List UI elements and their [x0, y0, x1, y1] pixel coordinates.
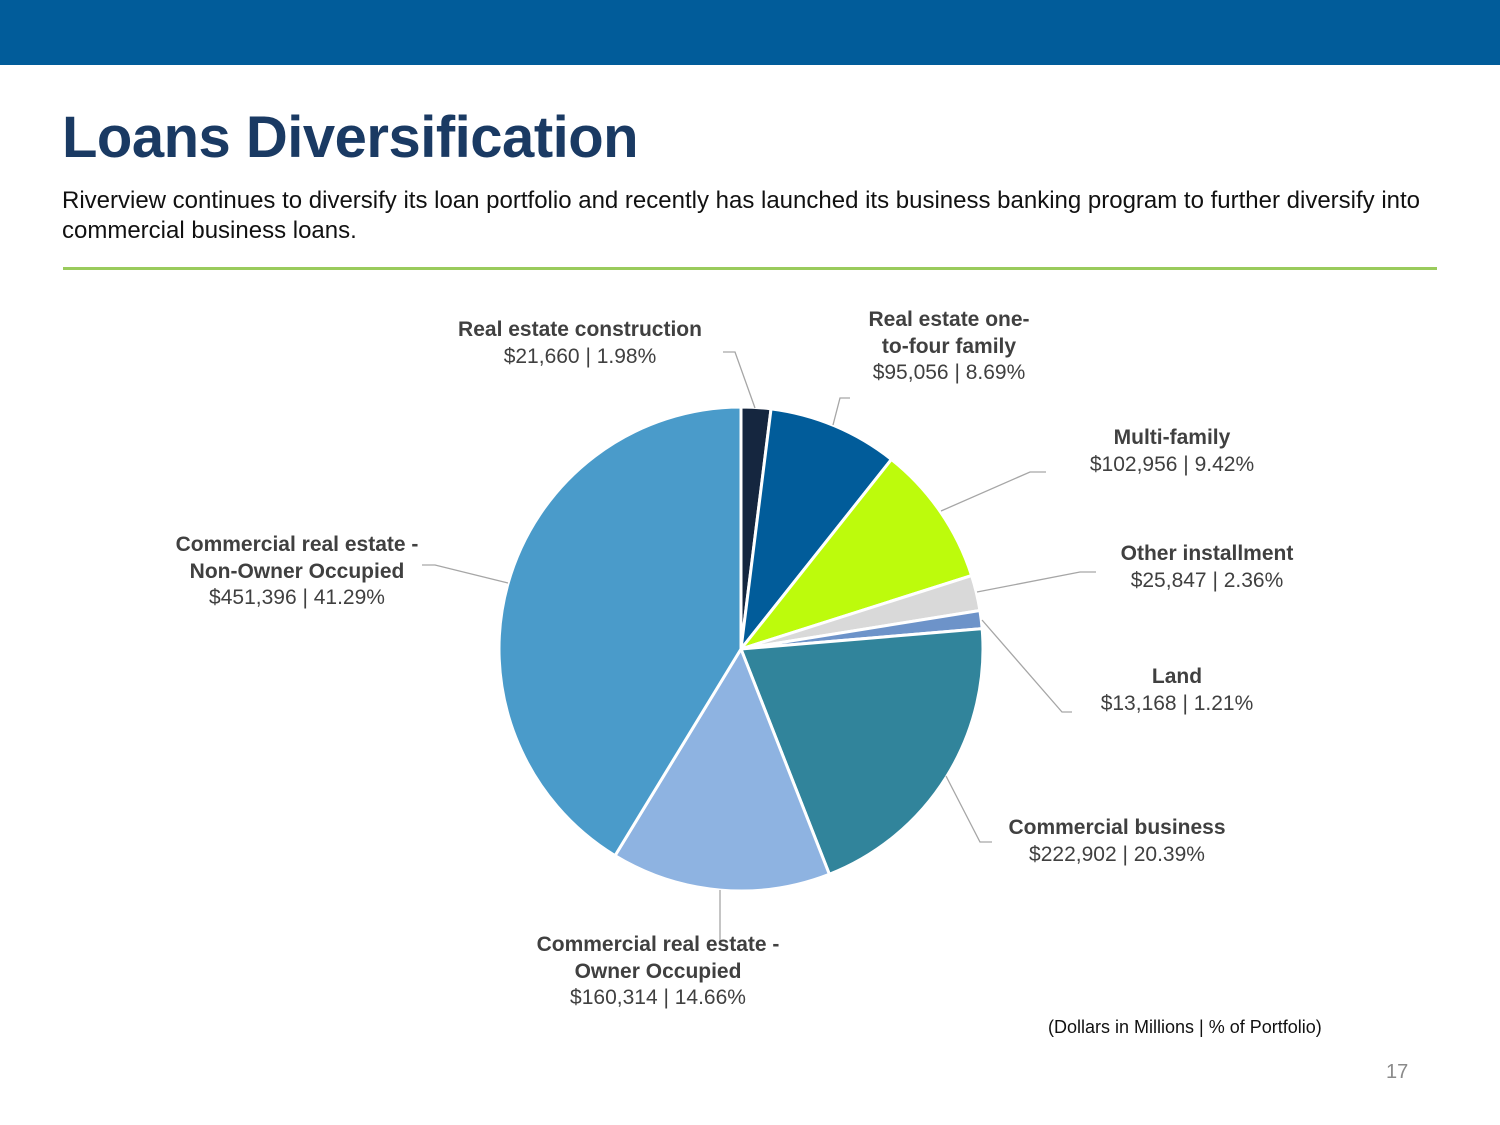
pie-slices	[497, 405, 985, 893]
leader-lines	[422, 351, 1096, 942]
leader-line	[422, 564, 509, 584]
leader-line	[945, 775, 992, 843]
leader-line	[981, 619, 1072, 713]
slice-label: Land $13,168 | 1.21%	[957, 664, 1397, 717]
pie-slice	[497, 405, 743, 858]
leader-line	[940, 471, 1046, 512]
slice-label-name: Real estate one- to-four family	[868, 308, 1030, 358]
page-title: Loans Diversification	[62, 105, 639, 170]
leader-line	[976, 571, 1096, 593]
slice-label-name: Real estate construction	[458, 318, 702, 341]
slice-label-name: Commercial real estate - Non-Owner Occup…	[175, 533, 419, 583]
slice-label-value: $95,056 | 8.69%	[872, 361, 1026, 384]
slice-label-name: Land	[1151, 665, 1203, 688]
chart-footnote: (Dollars in Millions | % of Portfolio)	[1048, 1017, 1322, 1037]
slice-label-name: Multi-family	[1113, 426, 1231, 449]
leader-line	[832, 397, 850, 426]
slice-label-value: $222,902 | 20.39%	[1029, 842, 1205, 866]
slice-label-value: $160,314 | 14.66%	[570, 986, 746, 1009]
slice-label: Real estate construction $21,660 | 1.98%	[360, 317, 800, 370]
slice-label: Other installment $25,847 | 2.36%	[987, 541, 1427, 594]
slice-label-name: Commercial real estate - Owner Occupied	[536, 933, 780, 983]
leader-line	[723, 351, 756, 409]
slice-label: Commercial business $222,902 | 20.39%	[897, 815, 1337, 868]
page-number: 17	[1386, 1061, 1409, 1083]
header-bar	[0, 0, 1500, 65]
slice-label-value: $13,168 | 1.21%	[1100, 691, 1254, 715]
slice-label: Real estate one- to-four family $95,056 |…	[729, 307, 1169, 387]
slice-label-value: $25,847 | 2.36%	[1130, 568, 1284, 592]
slice-label: Commercial real estate - Non-Owner Occup…	[77, 532, 517, 612]
slice-label: Multi-family $102,956 | 9.42%	[952, 425, 1392, 478]
slice-label: Commercial real estate - Owner Occupied $…	[438, 932, 878, 1012]
slice-label-value: $102,956 | 9.42%	[1089, 452, 1255, 476]
slice-label-value: $21,660 | 1.98%	[503, 344, 657, 368]
slice-label-name: Commercial business	[1008, 816, 1226, 839]
page-subtitle: Riverview continues to diversify its loa…	[62, 187, 1421, 244]
pie-slice	[739, 457, 974, 651]
slice-label-name: Other installment	[1120, 542, 1294, 565]
pie-slice	[739, 407, 893, 651]
slice-label-value: $451,396 | 41.29%	[209, 586, 385, 609]
title-divider	[63, 267, 1437, 270]
